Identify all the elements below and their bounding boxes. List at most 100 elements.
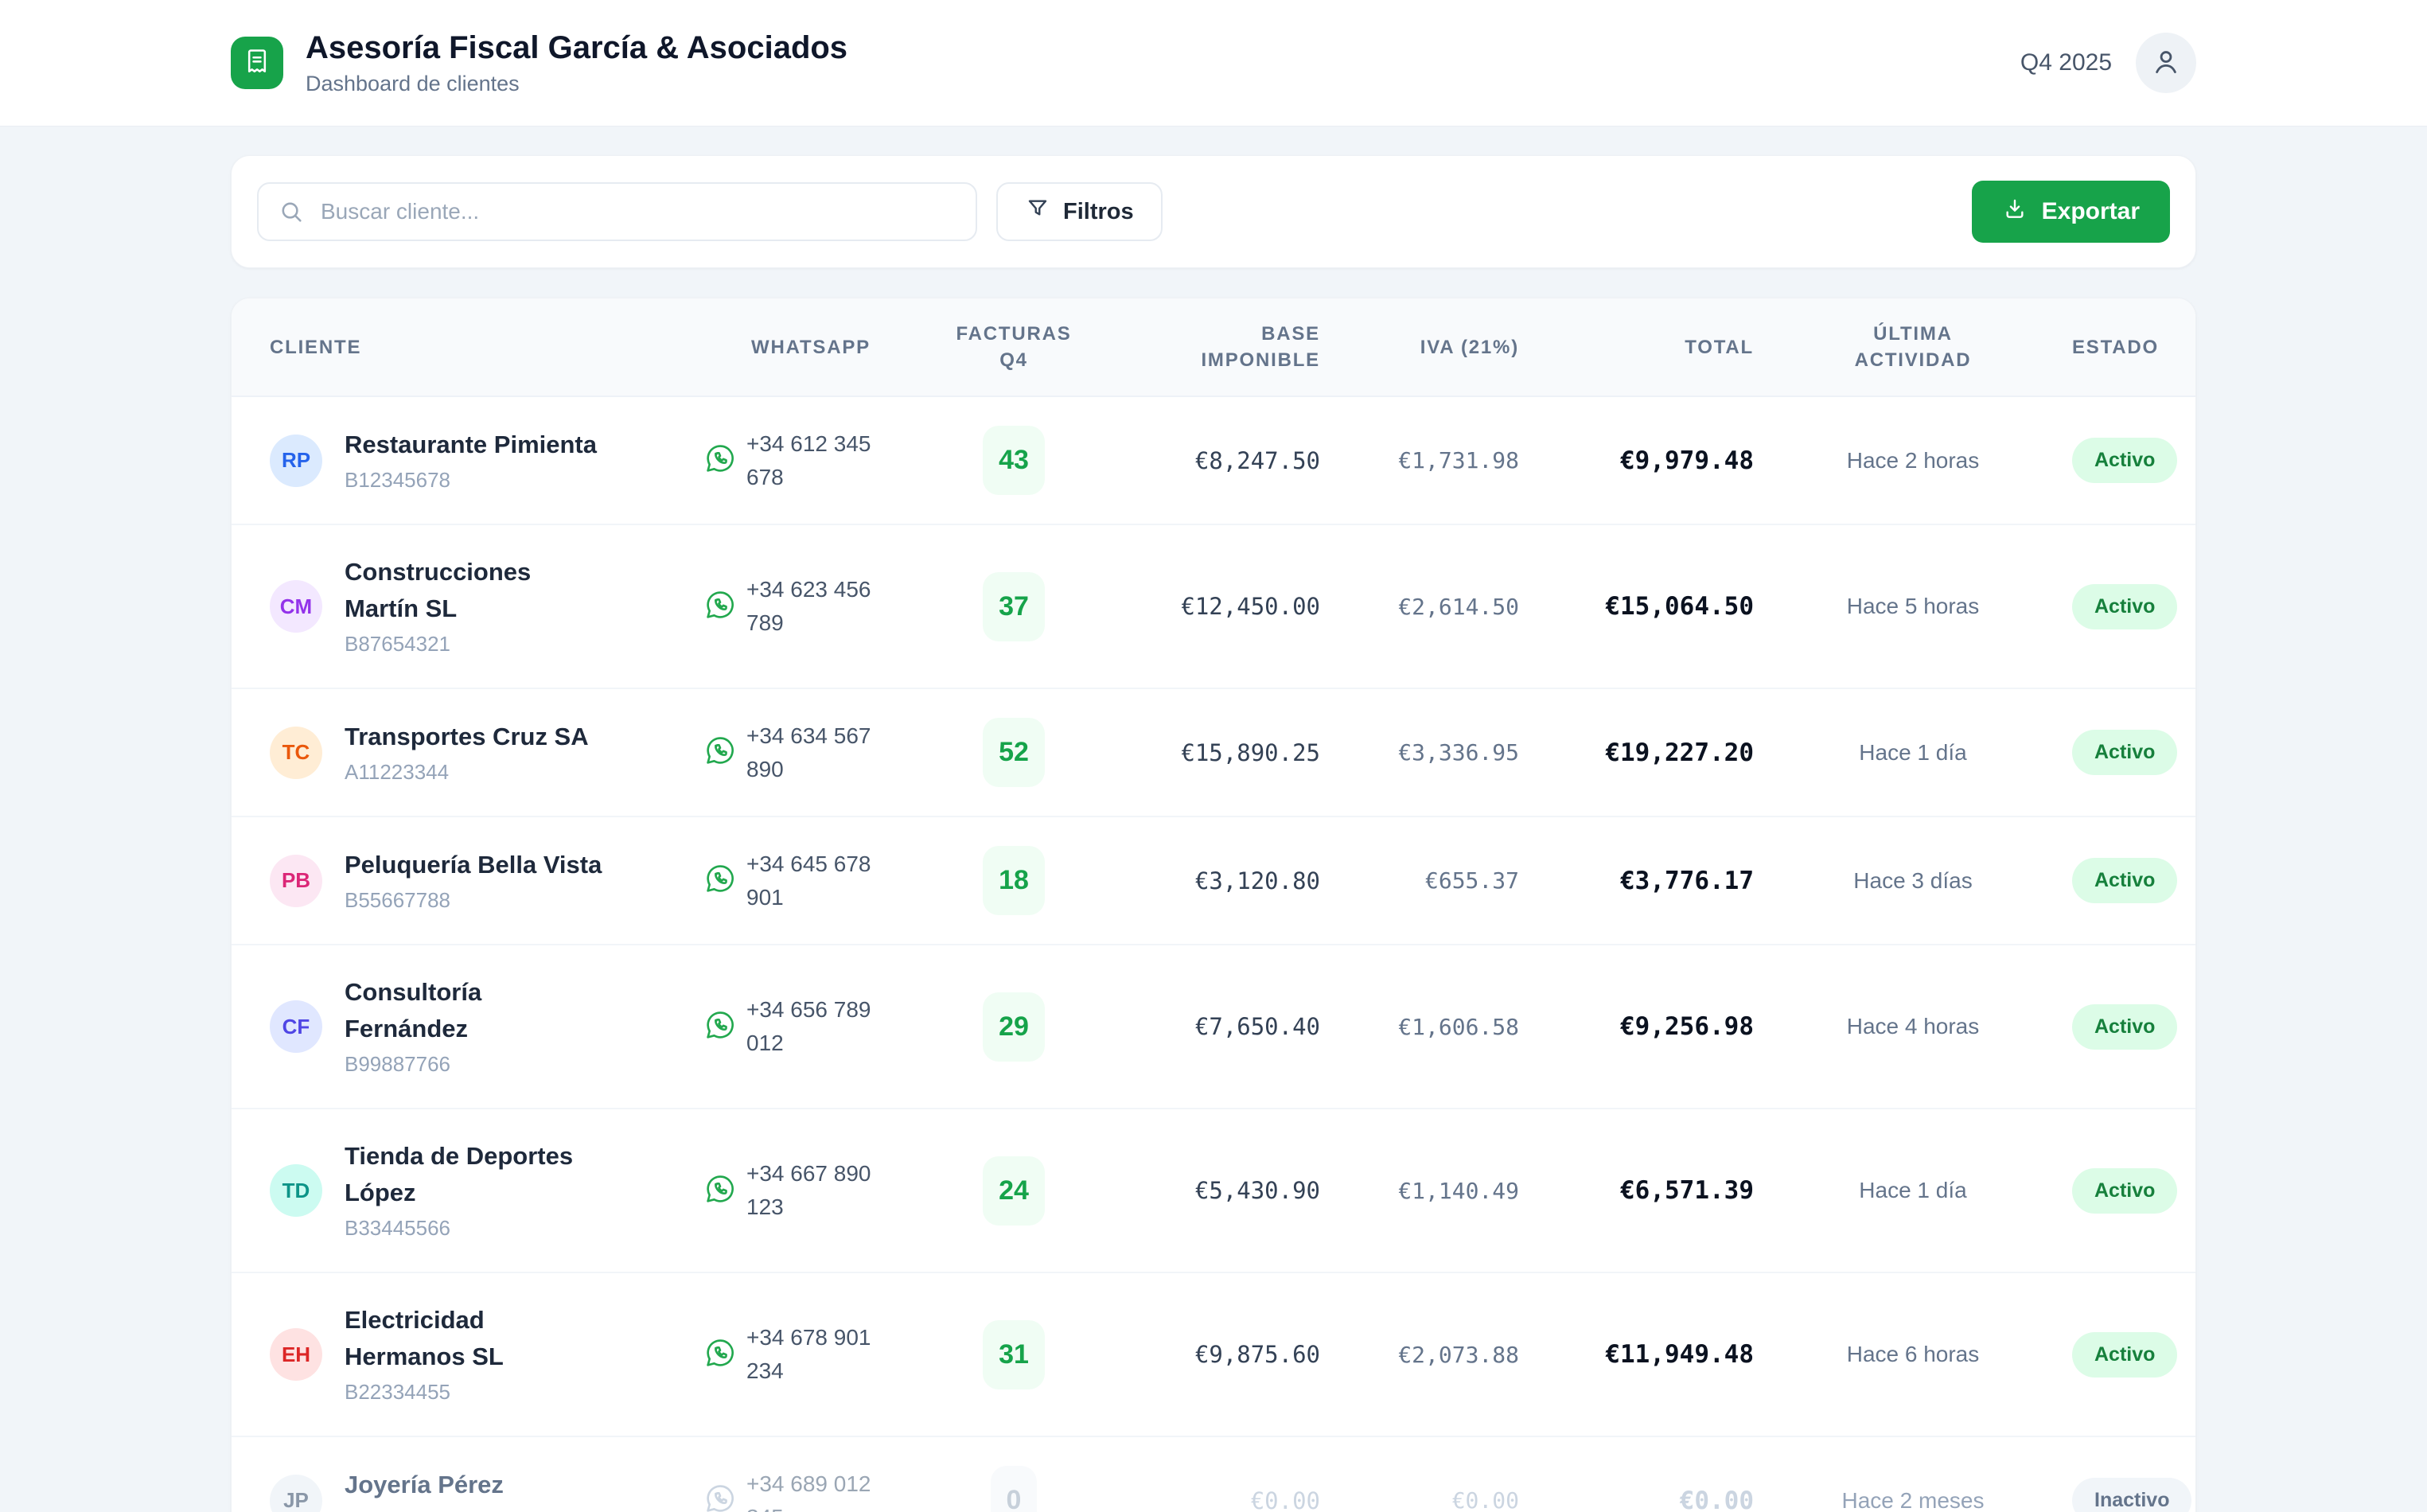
- whatsapp-icon: [703, 1482, 737, 1512]
- whatsapp-link[interactable]: +34 645 678 901: [703, 848, 918, 914]
- whatsapp-link[interactable]: +34 667 890 123: [703, 1157, 918, 1224]
- invoices-count-badge: 43: [983, 426, 1045, 495]
- status-badge: Activo: [2072, 583, 2178, 629]
- base-amount: €3,120.80: [1194, 867, 1320, 894]
- table-row[interactable]: RP Restaurante Pimienta B12345678 +34 61…: [232, 397, 2195, 525]
- whatsapp-icon: [703, 1172, 737, 1210]
- table-row[interactable]: CM Construcciones Martín SL B87654321 +3…: [232, 525, 2195, 689]
- total-amount: €15,064.50: [1605, 592, 1754, 621]
- receipt-icon: [242, 46, 272, 80]
- col-iva: IVA (21%): [1420, 336, 1519, 358]
- client-cell: TC Transportes Cruz SA A11223344: [270, 719, 703, 787]
- col-facturas: FACTURAS Q4: [956, 323, 1072, 371]
- client-nif: B87654321: [345, 632, 451, 656]
- whatsapp-icon: [703, 734, 737, 771]
- page-subtitle: Dashboard de clientes: [306, 71, 520, 95]
- invoices-count-badge: 31: [983, 1319, 1045, 1389]
- status-badge: Activo: [2072, 730, 2178, 775]
- whatsapp-link[interactable]: +34 689 012 345: [703, 1467, 918, 1512]
- client-name: Joyería Pérez: [345, 1470, 504, 1498]
- client-nif: A11223344: [345, 759, 450, 784]
- client-nif: B12345678: [345, 467, 451, 492]
- whatsapp-link[interactable]: +34 623 456 789: [703, 573, 918, 640]
- client-nif: B77889900: [345, 1505, 504, 1512]
- total-amount: €19,227.20: [1605, 738, 1754, 767]
- iva-amount: €3,336.95: [1398, 739, 1519, 766]
- table-body: RP Restaurante Pimienta B12345678 +34 61…: [232, 397, 2195, 1512]
- whatsapp-link[interactable]: +34 612 345 678: [703, 427, 918, 494]
- client-cell: TD Tienda de Deportes López B33445566: [270, 1138, 703, 1243]
- total-amount: €3,776.17: [1620, 866, 1754, 895]
- phone-number: +34 645 678 901: [746, 851, 871, 910]
- col-base: BASE IMPONIBLE: [1201, 323, 1320, 371]
- status-badge: Inactivo: [2072, 1478, 2192, 1512]
- last-activity: Hace 1 día: [1859, 739, 1967, 765]
- client-cell: RP Restaurante Pimienta B12345678: [270, 427, 703, 495]
- client-avatar: PB: [270, 854, 322, 907]
- phone-number: +34 634 567 890: [746, 723, 871, 781]
- phone-number: +34 667 890 123: [746, 1161, 871, 1219]
- filter-icon: [1025, 196, 1050, 228]
- phone-number: +34 678 901 234: [746, 1325, 871, 1383]
- base-amount: €9,875.60: [1194, 1341, 1320, 1368]
- client-name: Electricidad Hermanos SL: [345, 1306, 504, 1370]
- clients-table: CLIENTE WHATSAPP FACTURAS Q4 BASE IMPONI…: [231, 298, 2196, 1512]
- invoices-count-badge: 29: [983, 992, 1045, 1062]
- user-avatar[interactable]: [2136, 33, 2196, 93]
- client-avatar: RP: [270, 434, 322, 487]
- client-nif: B22334455: [345, 1380, 451, 1404]
- filters-button[interactable]: Filtros: [996, 182, 1163, 241]
- period-label: Q4 2025: [2020, 49, 2112, 76]
- client-nif: B33445566: [345, 1216, 451, 1240]
- total-amount: €9,256.98: [1620, 1012, 1754, 1041]
- iva-amount: €0.00: [1451, 1487, 1519, 1512]
- table-row[interactable]: EH Electricidad Hermanos SL B22334455 +3…: [232, 1273, 2195, 1437]
- app-header: Asesoría Fiscal García & Asociados Dashb…: [0, 0, 2427, 127]
- toolbar: Filtros Exportar: [231, 155, 2196, 268]
- last-activity: Hace 2 horas: [1846, 447, 1980, 473]
- search-box: [257, 182, 977, 241]
- client-name: Consultoría Fernández: [345, 978, 482, 1042]
- table-row[interactable]: CF Consultoría Fernández B99887766 +34 6…: [232, 945, 2195, 1109]
- last-activity: Hace 5 horas: [1846, 594, 1980, 618]
- export-button[interactable]: Exportar: [1971, 181, 2170, 243]
- phone-number: +34 656 789 012: [746, 997, 871, 1055]
- total-amount: €0.00: [1679, 1486, 1754, 1512]
- status-badge: Activo: [2072, 1331, 2178, 1378]
- client-cell: EH Electricidad Hermanos SL B22334455: [270, 1302, 703, 1407]
- iva-amount: €1,606.58: [1398, 1013, 1519, 1040]
- whatsapp-icon: [703, 588, 737, 625]
- invoices-count-badge: 24: [983, 1155, 1045, 1226]
- client-name: Restaurante Pimienta: [345, 430, 597, 458]
- whatsapp-link[interactable]: +34 656 789 012: [703, 993, 918, 1060]
- table-header-row: CLIENTE WHATSAPP FACTURAS Q4 BASE IMPONI…: [232, 298, 2195, 397]
- base-amount: €8,247.50: [1194, 446, 1320, 474]
- table-row[interactable]: TC Transportes Cruz SA A11223344 +34 634…: [232, 689, 2195, 817]
- table-row[interactable]: JP Joyería Pérez B77889900 +34 689 012 3…: [232, 1437, 2195, 1512]
- client-cell: CM Construcciones Martín SL B87654321: [270, 554, 703, 659]
- col-estado: ESTADO: [2072, 336, 2160, 358]
- status-badge: Activo: [2072, 1167, 2178, 1214]
- client-avatar: EH: [270, 1328, 322, 1381]
- search-input[interactable]: [257, 182, 977, 241]
- whatsapp-link[interactable]: +34 678 901 234: [703, 1321, 918, 1388]
- table-row[interactable]: TD Tienda de Deportes López B33445566 +3…: [232, 1109, 2195, 1273]
- base-amount: €15,890.25: [1181, 738, 1320, 766]
- table-row[interactable]: PB Peluquería Bella Vista B55667788 +34 …: [232, 817, 2195, 945]
- client-avatar: CM: [270, 580, 322, 633]
- status-badge: Activo: [2072, 1003, 2178, 1050]
- app-logo: [231, 37, 283, 89]
- total-amount: €11,949.48: [1605, 1340, 1754, 1369]
- whatsapp-icon: [703, 442, 737, 479]
- whatsapp-icon: [703, 1336, 737, 1374]
- whatsapp-icon: [703, 1008, 737, 1046]
- whatsapp-link[interactable]: +34 634 567 890: [703, 719, 918, 786]
- last-activity: Hace 3 días: [1853, 867, 1973, 893]
- client-avatar: JP: [270, 1474, 322, 1512]
- download-icon: [2002, 196, 2028, 228]
- page-title: Asesoría Fiscal García & Asociados: [306, 29, 848, 65]
- user-icon: [2149, 45, 2183, 81]
- invoices-count-badge: 37: [983, 571, 1045, 641]
- client-cell: PB Peluquería Bella Vista B55667788: [270, 847, 703, 915]
- col-cliente: CLIENTE: [270, 336, 362, 358]
